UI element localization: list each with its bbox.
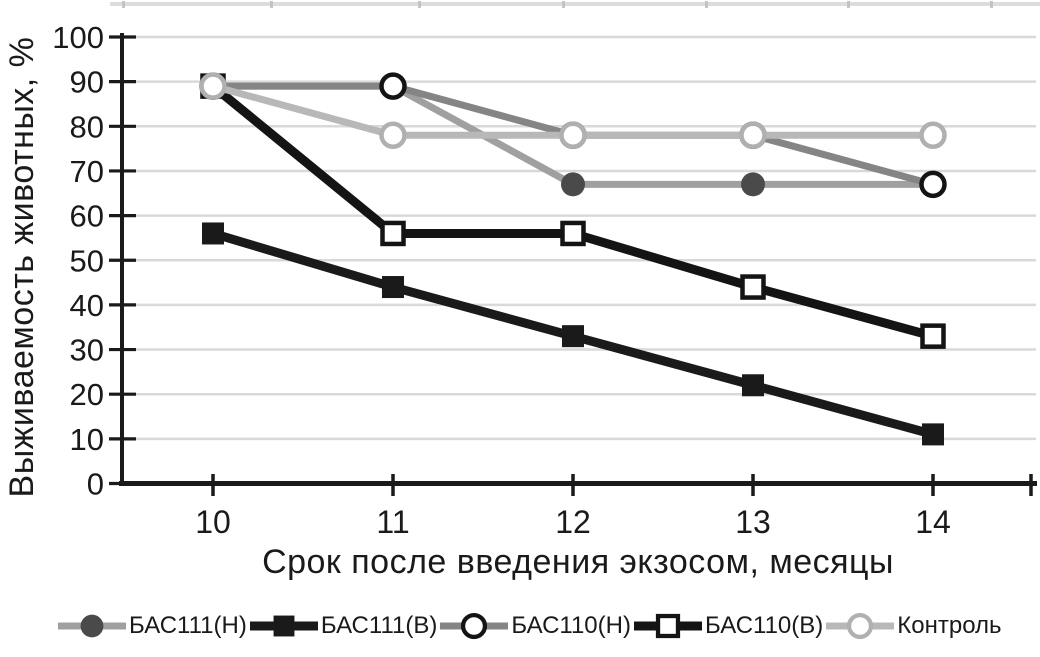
- data-point-bas110v-11: [380, 220, 406, 247]
- x-tick-labels: 10 11 12 13 14: [195, 474, 1033, 540]
- y-tick-label: 30: [70, 333, 104, 368]
- y-tick-label: 20: [70, 377, 104, 412]
- data-point-bas111v-11: [382, 276, 404, 299]
- legend-label: БАС111(В): [320, 612, 438, 639]
- legend-marker-bas111n-icon: [58, 614, 126, 638]
- data-point-control-11: [379, 121, 407, 149]
- gridlines: [136, 35, 1036, 441]
- y-tick-label: 40: [70, 288, 104, 323]
- legend-item-bas110n: БАС110(Н): [440, 612, 631, 640]
- data-point-bas110n-14: [919, 170, 947, 199]
- x-tick-label: 12: [555, 504, 591, 540]
- legend-item-control: Контроль: [826, 612, 1002, 640]
- top-border-tick: [705, 1, 708, 8]
- data-point-bas110n-11: [379, 72, 407, 100]
- legend-label: БАС110(Н): [511, 612, 631, 639]
- y-tick-label: 50: [70, 243, 104, 278]
- legend-marker-control-icon: [826, 612, 895, 640]
- top-border-tick: [990, 1, 993, 8]
- data-point-bas110v-13: [740, 274, 766, 300]
- data-point-bas110v-14: [920, 323, 946, 349]
- top-border-tick: [562, 1, 565, 8]
- y-tick-label: 10: [70, 422, 104, 457]
- data-point-control-12: [559, 121, 587, 149]
- data-point-bas111v-14: [922, 423, 944, 446]
- series-bas110v: [200, 73, 946, 349]
- chart-canvas: 0 10 20 30 40 50 60 70 80 90 100 10 11 12 13 14: [52, 20, 1037, 540]
- legend-marker-bas111v-icon: [249, 615, 318, 637]
- y-axis-title: Выживаемость животных, %: [3, 36, 41, 498]
- legend-item-bas111v: БАС111(В): [249, 612, 438, 640]
- data-point-bas111v-10: [202, 222, 224, 245]
- data-point-control-14: [919, 121, 947, 149]
- legend-label: Контроль: [897, 612, 1002, 639]
- x-tick-label: 14: [915, 504, 951, 540]
- legend-item-bas111n: БАС111(Н): [58, 612, 247, 640]
- top-border-tick: [418, 1, 421, 8]
- y-tick-label: 0: [87, 467, 104, 502]
- legend-label: БАС111(Н): [129, 612, 247, 639]
- top-border-tick: [270, 1, 273, 8]
- x-tick-label: 13: [735, 504, 771, 540]
- chart-legend: БАС111(Н) БАС111(В) БАС110(Н) БАС110(В) …: [58, 606, 1040, 646]
- series-bas111v: [202, 222, 944, 446]
- y-tick-labels: 0 10 20 30 40 50 60 70 80 90 100: [52, 20, 136, 502]
- data-point-control-13: [739, 121, 767, 149]
- data-point-control-10: [199, 72, 227, 100]
- data-point-bas111v-13: [742, 374, 764, 397]
- series-control: [199, 72, 947, 149]
- y-tick-label: 90: [70, 65, 104, 100]
- legend-item-bas110v: БАС110(В): [633, 612, 824, 640]
- data-point-bas110v-12: [560, 220, 586, 247]
- top-border-line: [110, 1, 1040, 8]
- x-axis-title: Срок после введения экзосом, месяцы: [262, 543, 894, 581]
- y-tick-label: 80: [70, 109, 104, 144]
- top-border-tick: [122, 1, 125, 8]
- legend-marker-bas110n-icon: [440, 612, 509, 640]
- data-point-bas111n-13: [741, 172, 765, 197]
- data-point-bas111v-12: [562, 325, 584, 348]
- legend-label: БАС110(В): [704, 612, 824, 639]
- x-tick-label: 11: [376, 504, 409, 540]
- legend-marker-bas110v-icon: [633, 613, 702, 639]
- y-tick-label: 70: [70, 154, 104, 189]
- y-tick-label: 60: [70, 199, 104, 234]
- data-point-bas111n-12: [561, 172, 585, 197]
- y-tick-label: 100: [52, 20, 104, 55]
- top-border-tick: [847, 1, 850, 8]
- x-tick-label: 10: [195, 504, 231, 540]
